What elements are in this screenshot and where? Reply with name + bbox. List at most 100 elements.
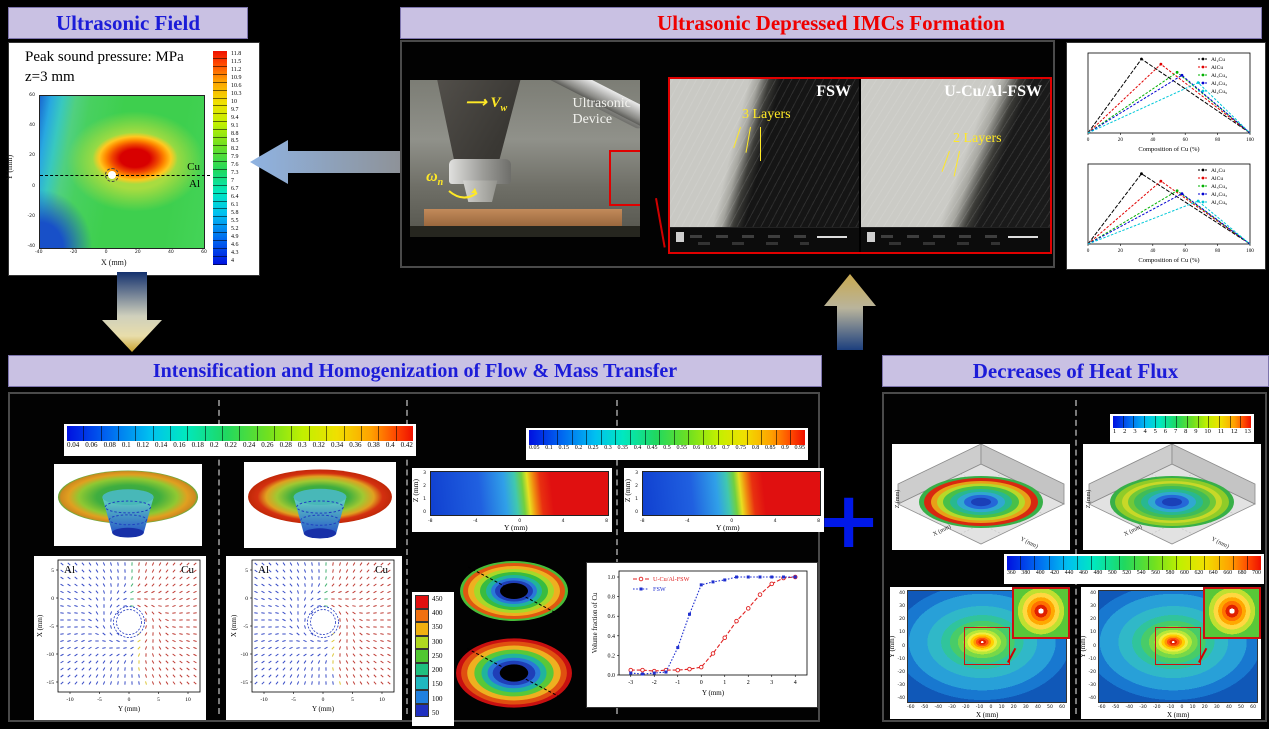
material-flow-vector-plot-1: Al Cu -10 -5 0 5 10 5 0 -5 -10 -15 Y (mm) X (mm)	[34, 556, 206, 720]
rotation-arrow-icon	[448, 187, 478, 199]
svg-text:80: 80	[1215, 248, 1221, 254]
svg-text:-10: -10	[47, 652, 55, 658]
svg-text:FSW: FSW	[653, 586, 666, 593]
peak-pressure-heading: Peak sound pressure: MPa	[25, 49, 184, 65]
panel-divider	[406, 400, 408, 714]
weld-zone-highlight-box	[609, 150, 640, 206]
svg-text:0.2: 0.2	[608, 653, 616, 659]
svg-text:4: 4	[794, 680, 797, 686]
svg-text:60: 60	[1183, 137, 1189, 143]
panel-divider	[616, 400, 618, 714]
title-imc-formation-label: Ultrasonic Depressed IMCs Formation	[657, 10, 1005, 35]
sem-fsw-note: 3 Layers	[742, 107, 791, 122]
svg-text:0: 0	[322, 697, 325, 703]
svg-text:-1: -1	[675, 680, 680, 686]
svg-text:-15: -15	[241, 680, 249, 686]
sem-image-fsw: FSW 3 Layers	[670, 79, 859, 252]
svg-text:-15: -15	[47, 680, 55, 686]
tool-flow-3d-plot-fsw	[54, 464, 202, 546]
svg-text:Composition of Cu (%): Composition of Cu (%)	[1138, 146, 1199, 153]
heat-flux-panel: 1 2 3 4 5 6 7 8 9 10 11 12 13 Z (mm) X (mm) Y (mm) Z (…	[882, 392, 1267, 722]
svg-text:U-Cu/Al-FSW: U-Cu/Al-FSW	[653, 576, 690, 583]
cross1-x-ticks: -8 -4 0 4 8	[428, 519, 608, 524]
svg-text:5: 5	[245, 568, 248, 574]
tool-center-marker	[105, 168, 120, 183]
imc-composition-chart-upper: Al₂Cu AlCu Al₃Cu₄ Al₂Cu₃ Al₄Cu₉ 0 20 40 60 80 100 C…	[1087, 52, 1254, 153]
svg-text:-5: -5	[291, 697, 296, 703]
svg-text:Y (mm): Y (mm)	[1019, 536, 1039, 550]
svg-text:20: 20	[1118, 248, 1124, 254]
title-flow-mass: Intensification and Homogenization of Fl…	[8, 355, 822, 387]
svg-text:Cu: Cu	[375, 564, 388, 576]
svg-text:0.4: 0.4	[608, 634, 616, 640]
svg-text:-5: -5	[97, 697, 102, 703]
contour1-x-ticks: -60 -50 -40 -30 -20 -10 0 10 20 30 40 50 60	[907, 705, 1065, 710]
material-flow-vector-plot-2: Al Cu -10 -5 0 5 10 5 0 -5 -10 -15 Y (mm) X (mm)	[226, 556, 402, 720]
tool-zone-inset-box	[964, 627, 1010, 665]
welding-speed-arrow: ⟶	[465, 94, 487, 111]
svg-text:Y (mm): Y (mm)	[312, 705, 335, 713]
title-ultrasonic-field-label: Ultrasonic Field	[55, 10, 201, 35]
imc-composition-chart-lower: Al₂Cu AlCu Al₃Cu₄ Al₂Cu₃ Al₄Cu₉ 0 20 40 60 80 100 C…	[1087, 163, 1254, 264]
sem-ucual-infobar	[861, 227, 1050, 252]
welding-speed-label: ⟶ Vw	[465, 94, 508, 114]
panel-divider	[218, 400, 220, 714]
svg-text:5: 5	[51, 568, 54, 574]
svg-text:Al₂Cu₃: Al₂Cu₃	[1211, 81, 1227, 87]
svg-text:0.8: 0.8	[608, 595, 616, 601]
shear-rate-colorbar-labels: 450 400 350 300 250 200 150 100 50	[432, 595, 443, 717]
tool-flow-3d-plot-ufsw	[244, 462, 396, 548]
svg-text:80: 80	[1215, 137, 1221, 143]
contour2-x-ticks: -60 -50 -40 -30 -20 -10 0 10 20 30 40 50 60	[1098, 705, 1256, 710]
contour1-y-ticks: 40 30 20 10 0 -10 -20 -30 -40	[897, 591, 905, 701]
heat-flux-surface-fsw: Z (mm) X (mm) Y (mm)	[892, 443, 1070, 550]
svg-text:5: 5	[351, 697, 354, 703]
concentration-colorbar: 0.05 0.1 0.15 0.2 0.25 0.3 0.35 0.4 0.45 0.5 0.55 0…	[526, 428, 808, 460]
svg-text:Y (mm): Y (mm)	[1210, 536, 1230, 550]
usfield-x-ticks: -40 -20 0 20 40 60	[35, 250, 207, 255]
tool-zone-inset-box	[1155, 627, 1201, 665]
svg-text:2: 2	[747, 680, 750, 686]
svg-text:0: 0	[700, 680, 703, 686]
copper-workpiece	[423, 208, 622, 227]
ultrasonic-field-panel: Peak sound pressure: MPa z=3 mm Cu Al 60…	[5, 42, 260, 276]
svg-text:X (mm): X (mm)	[36, 614, 44, 637]
svg-text:Z (mm): Z (mm)	[1085, 490, 1092, 509]
sound-pressure-contour-plot: Cu Al	[39, 95, 210, 249]
sem-ucual-note: 2 Layers	[953, 131, 1002, 146]
svg-text:-3: -3	[628, 680, 633, 686]
contour1-ylabel: Y (mm)	[888, 635, 897, 659]
sem-image-ucual-fsw: U-Cu/Al-FSW 2 Layers	[861, 79, 1050, 252]
svg-text:Volume fraction of Cu: Volume fraction of Cu	[592, 592, 599, 653]
machine-bed	[410, 226, 640, 237]
svg-text:0: 0	[128, 697, 131, 703]
cross1-xlabel: Y (mm)	[504, 523, 528, 532]
svg-text:Al: Al	[64, 564, 75, 576]
temperature-contour-fsw: 40 30 20 10 0 -10 -20 -30 -40 -60 -50 -40 -30 -20 -10…	[888, 587, 1070, 719]
svg-text:20: 20	[1118, 137, 1124, 143]
usfield-ylabel: Y (mm)	[5, 154, 15, 181]
cross2-xlabel: Y (mm)	[716, 523, 740, 532]
svg-text:10: 10	[379, 697, 385, 703]
svg-text:-2: -2	[652, 680, 657, 686]
zoom-connector-line	[655, 198, 666, 248]
usfield-colorbar-labels: 11.8 11.5 11.2 10.9 10.6 10.3 10 9.7 9.4 9.1 8.8 8.…	[231, 51, 242, 264]
imc-charts-panel: Al₂Cu AlCu Al₃Cu₄ Al₂Cu₃ Al₄Cu₉ 0 20 40 60 80 100 C…	[1066, 42, 1266, 270]
flow-mass-panel: 0.04 0.06 0.08 0.1 0.12 0.14 0.16 0.18 0.2 0.22 0.…	[8, 392, 824, 726]
svg-text:40: 40	[1150, 248, 1156, 254]
svg-text:-5: -5	[49, 624, 54, 630]
svg-text:Al₂Cu: Al₂Cu	[1211, 57, 1225, 63]
temperature-contour-ufsw: 40 30 20 10 0 -10 -20 -30 -40 -60 -50 -40 -30 -20 -10…	[1079, 587, 1261, 719]
svg-text:Al₂Cu: Al₂Cu	[1211, 168, 1225, 174]
cross2-ylabel: Z (mm)	[623, 478, 633, 503]
usfield-xlabel: X (mm)	[101, 258, 127, 267]
svg-text:-10: -10	[66, 697, 74, 703]
flow-velocity-colorbar: 0.04 0.06 0.08 0.1 0.12 0.14 0.16 0.18 0.2 0.22 0.…	[64, 424, 416, 456]
arrow-left	[250, 140, 401, 184]
svg-text:-5: -5	[243, 624, 248, 630]
tool-zone-inset-zoom	[1203, 587, 1261, 639]
usfield-y-ticks: 60 40 20 0 -20 -40	[27, 93, 35, 249]
